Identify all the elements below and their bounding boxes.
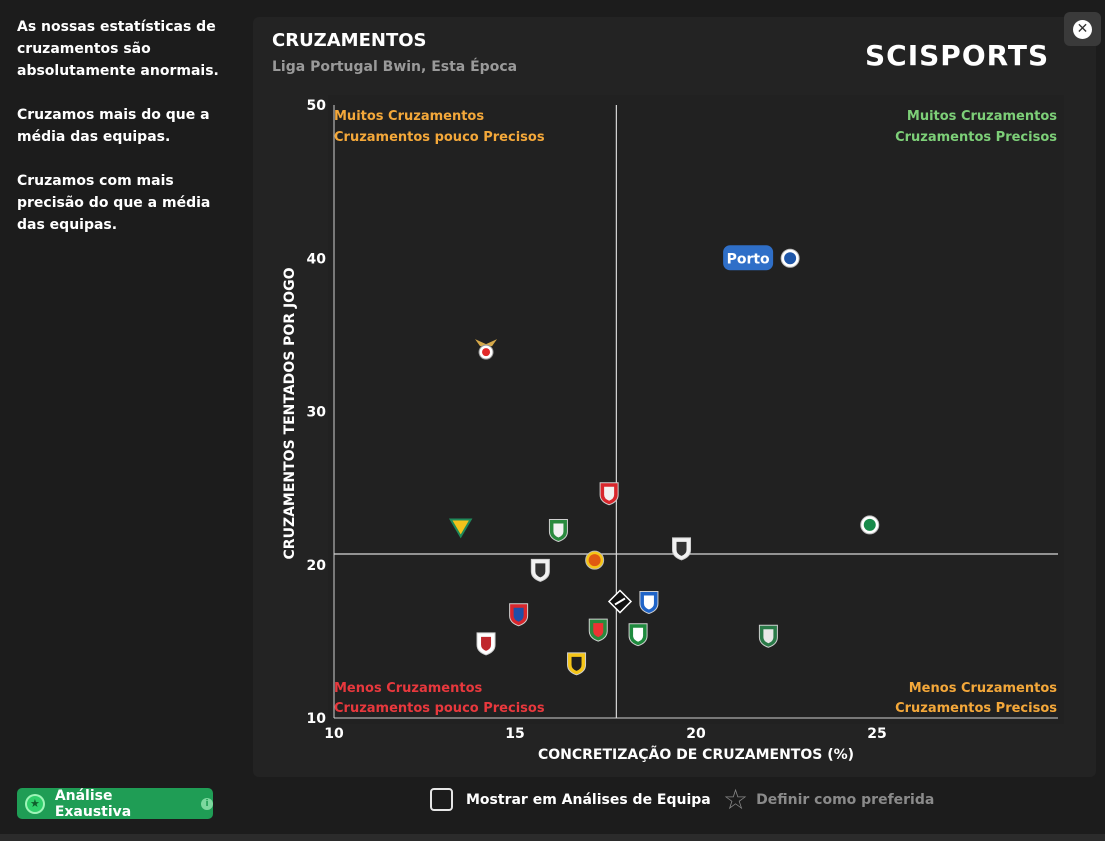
quadrant-top-left-line1: Muitos Cruzamentos (334, 109, 484, 124)
crest-inner (535, 563, 546, 578)
crest-inner (784, 252, 797, 265)
quadrant-top-right-line1: Muitos Cruzamentos (907, 109, 1057, 124)
quadrant-bottom-right-line2: Cruzamentos Precisos (895, 701, 1057, 716)
highlight-label: Porto (727, 251, 770, 267)
y-axis-label: CRUZAMENTOS TENTADOS POR JOGO (282, 267, 298, 559)
crest-inner (643, 595, 654, 610)
team-point (780, 248, 800, 268)
chart-subtitle: Liga Portugal Bwin, Esta Época (272, 59, 518, 75)
quadrant-bottom-right-line1: Menos Cruzamentos (909, 681, 1058, 696)
crest-inner (571, 656, 582, 671)
team-point (758, 624, 778, 648)
highlight-badge (723, 245, 774, 271)
window-bottom-edge (0, 834, 1105, 841)
crest-inner (482, 348, 491, 357)
set-favorite-button[interactable]: ☆ Definir como preferida (723, 786, 934, 814)
crest-inner (614, 597, 626, 606)
show-in-team-analysis-checkbox[interactable] (430, 788, 453, 811)
crest-inner (633, 627, 644, 642)
team-point (860, 515, 880, 535)
x-tick-label: 25 (867, 726, 886, 742)
star-outline-icon: ☆ (723, 783, 749, 816)
crest-inner (863, 518, 876, 531)
crest-wings (475, 339, 498, 347)
team-point (530, 558, 550, 582)
x-axis-label: CONCRETIZAÇÃO DE CRUZAMENTOS (%) (538, 746, 854, 763)
team-point (448, 518, 473, 539)
x-tick-label: 20 (686, 726, 706, 742)
star-badge-icon: ★ (25, 793, 45, 814)
show-in-team-analysis-toggle[interactable]: Mostrar em Análises de Equipa (430, 788, 711, 811)
chart-title: CRUZAMENTOS (272, 30, 427, 51)
crest-inner (676, 541, 687, 556)
crest-outer (448, 518, 473, 539)
crest-inner (604, 486, 615, 501)
description-paragraph-3: Cruzamos com mais precisão do que a médi… (17, 173, 211, 233)
crest-inner (593, 623, 604, 638)
description-paragraph-1: As nossas estatísticas de cruzamentos sã… (17, 19, 219, 79)
close-button[interactable]: ✕ (1064, 12, 1101, 46)
x-tick-label: 10 (324, 726, 344, 742)
set-favorite-label: Definir como preferida (756, 792, 935, 808)
y-tick-label: 20 (307, 558, 327, 574)
quadrant-top-right-line2: Cruzamentos Precisos (895, 130, 1057, 145)
team-point (585, 550, 605, 570)
quadrant-bottom-left-line1: Menos Cruzamentos (334, 681, 483, 696)
team-point (567, 652, 587, 676)
team-point (509, 603, 529, 627)
quadrant-top-left-line2: Cruzamentos pouco Precisos (334, 130, 545, 145)
crest-inner (513, 607, 524, 622)
team-point (639, 591, 659, 615)
y-tick-label: 50 (307, 98, 327, 114)
team-point (599, 482, 619, 506)
full-analysis-button[interactable]: ★ Análise Exaustiva i (17, 787, 213, 820)
y-tick-label: 40 (307, 251, 327, 267)
y-tick-label: 30 (307, 405, 327, 421)
full-analysis-label: Análise Exaustiva (54, 787, 132, 820)
sidebar-description: As nossas estatísticas de cruzamentos sã… (17, 16, 242, 258)
crest-inner (763, 629, 774, 644)
close-icon: ✕ (1073, 19, 1092, 39)
show-in-team-analysis-label: Mostrar em Análises de Equipa (466, 791, 711, 808)
team-point (475, 339, 498, 360)
brand-logo: SCISPORTS (865, 39, 1050, 72)
description-paragraph-2: Cruzamos mais do que a média das equipas… (17, 107, 210, 145)
team-point (476, 632, 496, 656)
x-tick-label: 15 (505, 726, 524, 742)
team-point (548, 519, 568, 543)
plot-area (328, 95, 1064, 724)
team-point (607, 589, 633, 614)
team-point (672, 537, 692, 561)
crest-inner (481, 636, 492, 651)
crest-inner (588, 554, 601, 567)
info-icon[interactable]: i (201, 797, 213, 810)
team-point (628, 623, 648, 647)
crest-inner (553, 523, 564, 538)
y-tick-label: 10 (307, 711, 327, 727)
quadrant-bottom-left-line2: Cruzamentos pouco Precisos (334, 701, 545, 716)
team-point (588, 618, 608, 642)
